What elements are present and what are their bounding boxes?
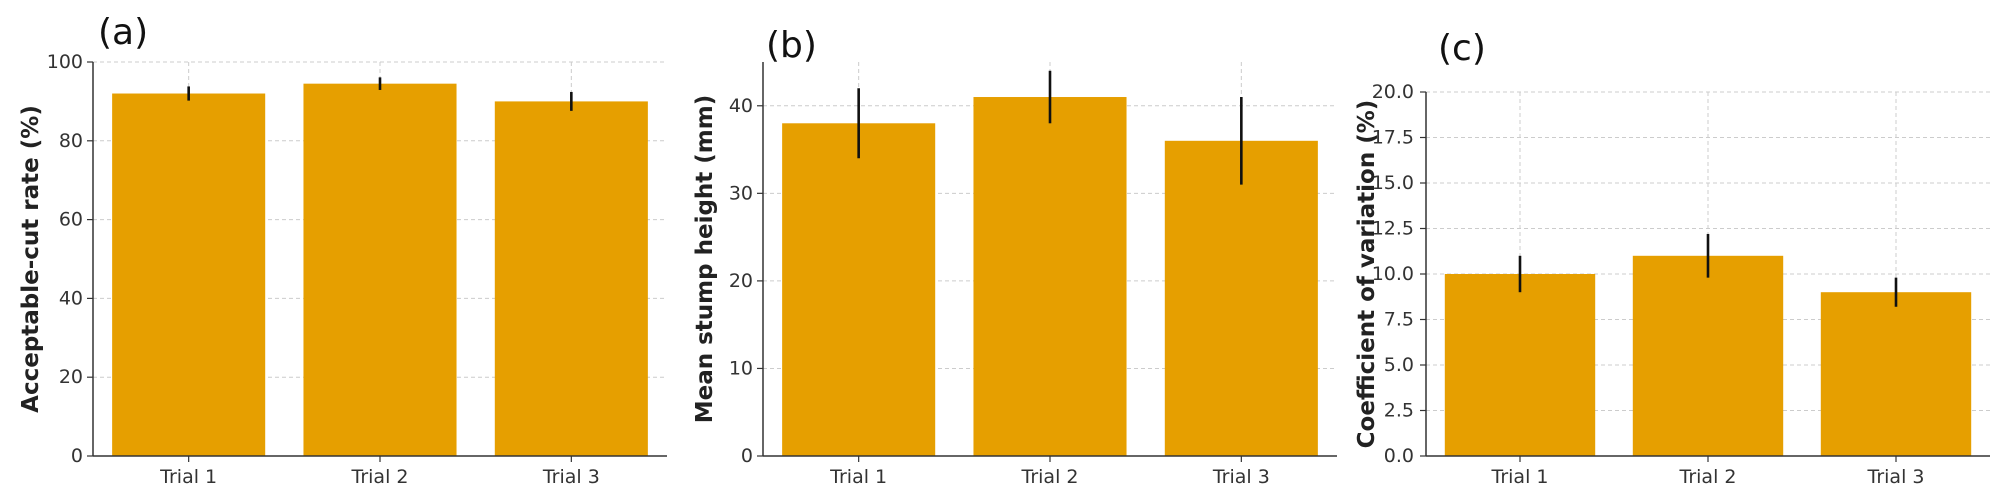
bar-1 (1444, 274, 1596, 456)
x-tick-label: Trial 3 (1212, 466, 1270, 488)
y-tick-label: 10.0 (1372, 263, 1414, 285)
y-tick-label: 15.0 (1372, 172, 1414, 194)
y-tick-label: 20.0 (1372, 81, 1414, 103)
bar-2 (1632, 255, 1784, 456)
y-tick-label: 60 (59, 209, 83, 231)
panel-c: 0.0 2.5 5.0 7.5 10.0 12.5 15.0 17.5 20.0 Trial 1 T… (1354, 28, 1990, 488)
panel-label: (b) (766, 25, 817, 66)
y-tick-label: 2.5 (1384, 400, 1414, 422)
x-tick-label: Trial 3 (542, 466, 600, 488)
y-tick-label: 12.5 (1372, 218, 1414, 240)
y-tick-label: 7.5 (1384, 309, 1414, 331)
x-tick-label: Trial 2 (1021, 466, 1079, 488)
x-tick-label: Trial 1 (829, 466, 887, 488)
y-tick-label: 17.5 (1372, 127, 1414, 149)
bar-2 (973, 97, 1127, 457)
y-tick-label: 20 (729, 270, 753, 292)
bar-3 (494, 101, 648, 457)
panel-label: (c) (1438, 28, 1486, 69)
y-tick-label: 0 (741, 445, 753, 467)
y-tick-label: 10 (729, 357, 753, 379)
y-axis-label: Acceptable-cut rate (%) (18, 105, 44, 413)
y-tick-label: 20 (59, 366, 83, 388)
y-tick-label: 100 (47, 51, 83, 73)
panel-b: 0 10 20 30 40 Trial 1 Trial 2 Trial 3 Mean stump… (692, 25, 1337, 488)
x-tick-label: Trial 2 (1679, 466, 1737, 488)
y-tick-label: 80 (59, 130, 83, 152)
y-axis-label: Mean stump height (mm) (692, 95, 718, 424)
y-tick-label: 0 (71, 445, 83, 467)
y-axis-label: Coefficient of variation (%) (1354, 100, 1380, 449)
bar-1 (112, 93, 266, 457)
bar-3 (1820, 292, 1972, 456)
x-tick-label: Trial 2 (351, 466, 409, 488)
y-tick-label: 5.0 (1384, 354, 1414, 376)
y-tick-label: 40 (59, 287, 83, 309)
x-tick-label: Trial 1 (159, 466, 217, 488)
y-tick-label: 30 (729, 182, 753, 204)
panel-a: 0 20 40 60 80 100 Trial 1 Trial 2 Trial 3 Accepta… (18, 12, 667, 488)
y-tick-label: 40 (729, 95, 753, 117)
bar-2 (303, 83, 457, 457)
bar-3 (1164, 140, 1318, 457)
panel-label: (a) (98, 12, 148, 53)
y-tick-label: 0.0 (1384, 445, 1414, 467)
x-tick-label: Trial 1 (1491, 466, 1549, 488)
bar-1 (782, 123, 936, 457)
x-tick-label: Trial 3 (1867, 466, 1925, 488)
